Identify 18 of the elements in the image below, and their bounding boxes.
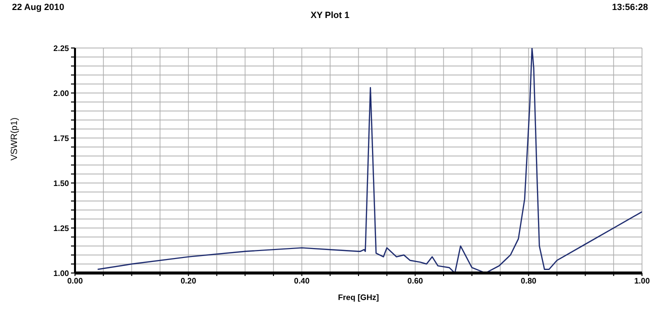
y-tick-label: 1.25 bbox=[53, 224, 70, 233]
x-tick-label: 1.00 bbox=[634, 276, 650, 286]
line-series bbox=[97, 48, 642, 273]
x-tick-label: 0.40 bbox=[294, 276, 310, 286]
y-tick-label: 1.50 bbox=[53, 178, 70, 188]
x-tick-label: 0.00 bbox=[67, 276, 84, 286]
x-tick-label: 0.60 bbox=[407, 276, 424, 286]
text: 22 Aug 2010 bbox=[12, 2, 64, 12]
x-tick-label: 0.80 bbox=[520, 276, 537, 286]
y-tick-label: 2.25 bbox=[53, 44, 70, 53]
y-tick-label: 1.00 bbox=[53, 268, 70, 278]
y-tick-label: 1.75 bbox=[53, 134, 70, 143]
x-tick-label: 0.20 bbox=[180, 276, 197, 286]
text: 13:56:28 bbox=[612, 2, 648, 12]
y-axis-title: VSWR(p1) bbox=[9, 117, 20, 160]
chart-title: XY Plot 1 bbox=[310, 10, 350, 20]
x-axis-title: Freq [GHz] bbox=[338, 293, 380, 302]
y-tick-label: 2.00 bbox=[53, 88, 70, 98]
